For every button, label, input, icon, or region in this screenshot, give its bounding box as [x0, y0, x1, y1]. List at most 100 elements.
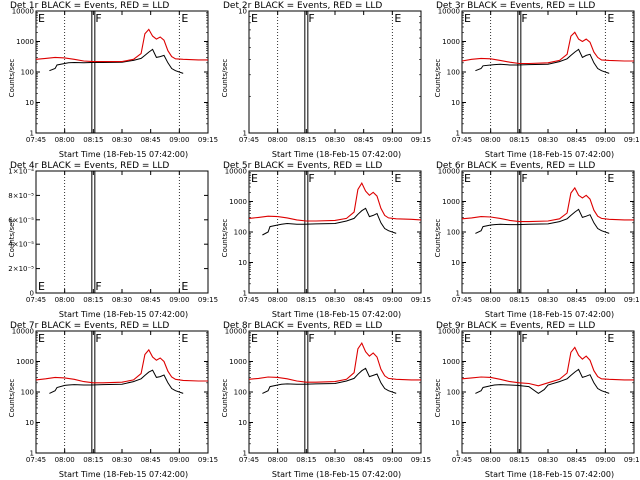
- x-axis-label: Start Time (18-Feb-15 07:42:00): [58, 310, 189, 319]
- events-series-line: [49, 369, 184, 394]
- x-tick-label: 07:45: [452, 136, 472, 144]
- x-tick-label: 08:15: [296, 136, 316, 144]
- x-axis-label: Start Time (18-Feb-15 07:42:00): [58, 470, 189, 479]
- x-tick-label: 09:00: [595, 456, 615, 464]
- y-tick-label: 10: [451, 99, 460, 107]
- x-tick-label: 08:00: [268, 456, 288, 464]
- panel-plot: E F E 1 10 100 1000 10000 07:45 08:00 08:15 08:30 08…: [438, 168, 640, 305]
- x-tick-label: 08:15: [509, 296, 529, 304]
- x-axis-label: Start Time (18-Feb-15 07:42:00): [271, 470, 402, 479]
- x-tick-label: 08:00: [55, 456, 75, 464]
- segment-marker: E: [38, 280, 45, 293]
- segment-marker: E: [38, 12, 45, 25]
- y-tick-label: 0: [30, 290, 34, 298]
- x-tick-label: 08:30: [325, 296, 345, 304]
- x-tick-label: 08:15: [296, 296, 316, 304]
- segment-marker: E: [251, 332, 258, 345]
- x-tick-label: 07:45: [26, 136, 46, 144]
- detector-panel: Det 7r BLACK = Events, RED = LLD Start Ti…: [0, 320, 218, 480]
- y-tick-label: 1×10⁻⁴: [8, 168, 34, 176]
- segment-marker: E: [181, 280, 188, 293]
- panel-title: Det 1r BLACK = Events, RED = LLD: [10, 1, 170, 11]
- x-tick-label: 09:15: [198, 456, 218, 464]
- y-tick-label: 10000: [12, 8, 34, 16]
- x-axis-label: Start Time (18-Feb-15 07:42:00): [271, 150, 402, 159]
- x-tick-label: 08:15: [509, 136, 529, 144]
- detector-panel: Det 6r BLACK = Events, RED = LLD Start Ti…: [426, 160, 640, 320]
- x-tick-label: 08:15: [83, 136, 103, 144]
- y-tick-label: 10: [238, 8, 247, 16]
- panel-title: Det 7r BLACK = Events, RED = LLD: [10, 321, 170, 331]
- segment-marker: E: [181, 12, 188, 25]
- y-tick-label: 10: [25, 99, 34, 107]
- segment-marker: F: [521, 332, 527, 345]
- x-tick-label: 08:45: [141, 456, 161, 464]
- y-tick-label: 10: [451, 419, 460, 427]
- x-tick-label: 09:00: [169, 456, 189, 464]
- plot-frame: [248, 330, 422, 454]
- panel-plot: E F E 1 10 100 1000 10000 07:45 08:00 08:15 08:30 08…: [225, 328, 431, 465]
- segment-marker: F: [95, 12, 101, 25]
- x-tick-label: 08:30: [325, 456, 345, 464]
- panel-title: Det 9r BLACK = Events, RED = LLD: [436, 321, 596, 331]
- x-tick-label: 08:45: [141, 296, 161, 304]
- events-series-line: [262, 367, 397, 394]
- detector-panel: Det 1r BLACK = Events, RED = LLD Start Ti…: [0, 0, 218, 160]
- x-tick-label: 09:15: [624, 296, 640, 304]
- y-tick-label: 8×10⁻⁵: [8, 192, 34, 200]
- x-tick-label: 09:00: [595, 296, 615, 304]
- segment-marker: F: [521, 172, 527, 185]
- events-series-line: [475, 48, 610, 74]
- y-tick-label: 1: [456, 290, 460, 298]
- y-tick-label: 10000: [225, 168, 247, 176]
- y-tick-label: 1000: [442, 38, 460, 46]
- x-tick-label: 09:15: [624, 136, 640, 144]
- detector-panel: Det 8r BLACK = Events, RED = LLD Start Ti…: [213, 320, 431, 480]
- lld-series-line: [461, 31, 634, 65]
- x-tick-label: 09:15: [411, 296, 431, 304]
- y-tick-label: 100: [234, 389, 247, 397]
- y-tick-label: 1000: [442, 198, 460, 206]
- x-tick-label: 08:00: [55, 136, 75, 144]
- panel-plot: E F E 1 10 100 1000 10000 07:45 08:00 08:15 08:30 08…: [12, 8, 218, 145]
- x-tick-label: 07:45: [452, 456, 472, 464]
- x-tick-label: 08:00: [481, 296, 501, 304]
- detector-panel: Det 4r BLACK = Events, RED = LLD Start Ti…: [0, 160, 218, 320]
- y-tick-label: 1000: [16, 358, 34, 366]
- events-series-line: [475, 368, 610, 395]
- x-tick-label: 08:00: [481, 456, 501, 464]
- y-tick-label: 1: [456, 130, 460, 138]
- y-tick-label: 10: [238, 419, 247, 427]
- x-tick-label: 08:30: [112, 296, 132, 304]
- x-tick-label: 07:45: [239, 136, 259, 144]
- x-tick-label: 08:00: [268, 296, 288, 304]
- x-axis-label: Start Time (18-Feb-15 07:42:00): [484, 310, 615, 319]
- x-axis-label: Start Time (18-Feb-15 07:42:00): [484, 470, 615, 479]
- x-tick-label: 08:15: [83, 456, 103, 464]
- panel-title: Det 4r BLACK = Events, RED = LLD: [10, 161, 170, 171]
- y-tick-label: 10: [25, 419, 34, 427]
- events-series-line: [475, 208, 610, 234]
- x-tick-label: 09:00: [595, 136, 615, 144]
- x-tick-label: 09:15: [411, 136, 431, 144]
- x-tick-label: 07:45: [239, 456, 259, 464]
- x-axis-label: Start Time (18-Feb-15 07:42:00): [58, 150, 189, 159]
- segment-marker: E: [464, 12, 471, 25]
- x-tick-label: 08:45: [354, 296, 374, 304]
- panel-plot: E F E 1 10 07:45 08:00 08:15 08:30 08:45 09:00 09:1…: [238, 8, 431, 145]
- x-tick-label: 08:30: [112, 136, 132, 144]
- segment-marker: E: [607, 12, 614, 25]
- x-tick-label: 08:00: [55, 296, 75, 304]
- x-tick-label: 09:15: [198, 296, 218, 304]
- x-tick-label: 09:00: [382, 296, 402, 304]
- y-tick-label: 1: [243, 130, 247, 138]
- segment-marker: E: [251, 12, 258, 25]
- y-tick-label: 6×10⁻⁵: [8, 216, 34, 224]
- detector-panel: Det 3r BLACK = Events, RED = LLD Start Ti…: [426, 0, 640, 160]
- segment-marker: E: [394, 332, 401, 345]
- panel-plot: E F E 1 10 100 1000 10000 07:45 08:00 08:15 08:30 08…: [438, 328, 640, 465]
- x-tick-label: 09:15: [198, 136, 218, 144]
- panel-title: Det 8r BLACK = Events, RED = LLD: [223, 321, 383, 331]
- x-tick-label: 08:30: [538, 136, 558, 144]
- y-tick-label: 10000: [12, 328, 34, 336]
